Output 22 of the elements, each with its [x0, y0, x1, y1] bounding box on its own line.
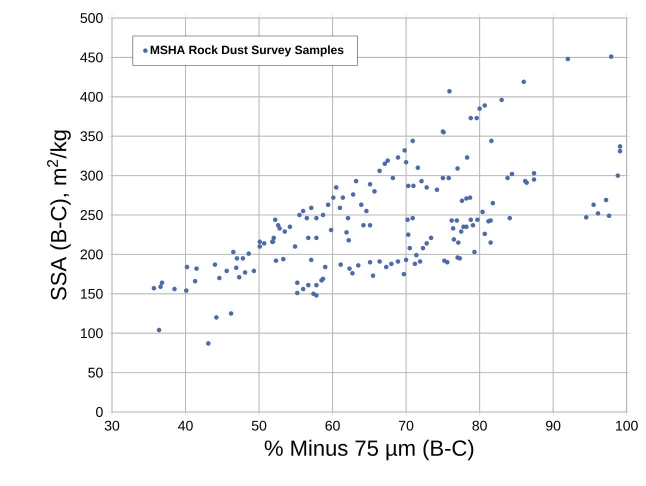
y-tick-label: 0 — [96, 407, 103, 417]
y-tick-label: 500 — [80, 13, 103, 23]
y-tick-label: 400 — [80, 92, 103, 102]
y-tick-label: 50 — [88, 368, 103, 378]
y-tick-label: 200 — [80, 249, 103, 260]
x-tick-label: 60 — [325, 420, 340, 431]
y-tick-label: 450 — [80, 52, 103, 62]
x-tick-label: 100 — [616, 420, 638, 431]
y-axis-title: SSA (B-C), m$^{2}$/kg — [47, 130, 71, 300]
x-tick-label: 30 — [104, 420, 120, 431]
y-tick-label: 350 — [80, 131, 103, 142]
x-tick-label: 40 — [178, 420, 193, 431]
x-tick-label: 90 — [546, 420, 560, 431]
y-tick-label: 250 — [80, 210, 103, 220]
x-tick-label: 80 — [472, 420, 487, 431]
x-axis-title: % Minus 75 µm (B-C) — [264, 440, 474, 460]
y-tick-label: 100 — [80, 328, 103, 338]
legend-label: MSHA Rock Dust Survey Samples — [150, 45, 344, 57]
y-tick-label: 300 — [80, 170, 103, 181]
x-tick-label: 50 — [252, 420, 266, 431]
y-tick-label: 150 — [80, 288, 103, 299]
x-tick-label: 70 — [399, 420, 414, 431]
